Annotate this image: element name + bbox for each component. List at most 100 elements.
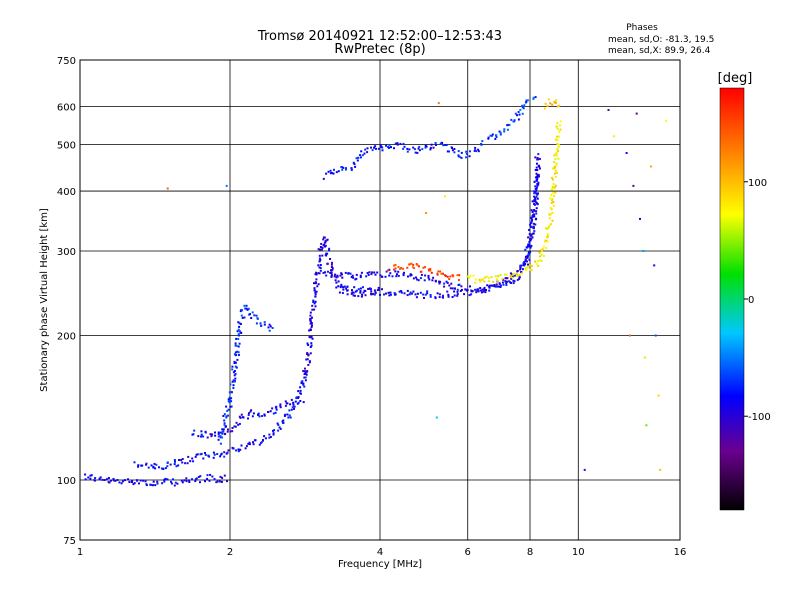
data-point	[482, 290, 485, 293]
data-point	[233, 362, 236, 364]
data-point	[326, 262, 329, 265]
data-point	[536, 203, 539, 206]
data-point	[357, 156, 360, 159]
data-point	[131, 479, 134, 482]
data-point	[451, 149, 454, 152]
data-point	[521, 104, 524, 107]
data-point	[329, 169, 332, 172]
data-point	[277, 423, 280, 426]
data-point	[556, 147, 559, 150]
data-point	[645, 424, 648, 427]
data-point	[519, 268, 522, 271]
data-point	[524, 260, 527, 263]
data-point	[479, 280, 482, 283]
data-point	[333, 275, 336, 278]
data-point	[302, 382, 305, 385]
data-point	[559, 120, 562, 123]
x-tick-labels: 1 2 4 6 8 10 16	[77, 547, 687, 558]
data-point	[133, 461, 136, 464]
data-point	[183, 479, 186, 482]
data-point	[528, 258, 531, 261]
data-point	[429, 295, 432, 298]
data-point	[312, 299, 315, 302]
data-point	[468, 276, 471, 279]
data-point	[518, 274, 521, 277]
data-point	[479, 289, 482, 292]
data-point	[410, 262, 413, 265]
data-point	[553, 187, 556, 190]
data-point	[359, 274, 362, 277]
data-point	[237, 328, 240, 331]
data-point	[555, 162, 558, 165]
data-point	[460, 156, 463, 159]
y-tick-label: 100	[57, 476, 76, 487]
data-point	[274, 411, 277, 414]
data-point	[530, 217, 533, 219]
data-point	[524, 258, 527, 261]
data-point	[219, 434, 222, 437]
data-point	[513, 272, 516, 275]
data-point	[543, 107, 546, 110]
data-point	[406, 147, 409, 150]
data-point	[173, 463, 176, 466]
data-point	[163, 479, 166, 481]
data-point	[120, 482, 123, 485]
data-point	[90, 474, 93, 477]
data-point	[366, 151, 369, 154]
data-point	[187, 455, 190, 458]
data-point	[423, 279, 426, 282]
data-point	[533, 230, 536, 233]
data-point	[487, 280, 490, 283]
data-point	[556, 122, 559, 124]
data-point	[352, 161, 355, 164]
data-point	[156, 480, 159, 483]
data-point	[360, 295, 363, 298]
data-point	[237, 345, 240, 348]
data-point	[387, 269, 390, 272]
data-point	[322, 271, 325, 274]
data-point	[181, 481, 184, 484]
data-point	[138, 482, 140, 485]
data-point	[429, 148, 432, 151]
data-point	[438, 280, 440, 283]
data-point	[393, 264, 396, 267]
data-point	[512, 120, 515, 123]
data-point	[328, 249, 331, 252]
data-point	[213, 453, 216, 456]
data-point	[247, 307, 250, 310]
data-point	[540, 250, 543, 253]
data-point	[546, 227, 549, 230]
data-point	[465, 150, 468, 153]
data-point	[546, 105, 549, 108]
data-point	[508, 123, 511, 126]
data-point	[521, 112, 524, 115]
data-point	[549, 197, 552, 200]
x-axis-label: Frequency [MHz]	[338, 559, 422, 570]
data-point	[341, 168, 344, 171]
data-point	[503, 128, 506, 131]
data-point	[535, 166, 538, 169]
data-point	[204, 431, 207, 434]
data-point	[318, 257, 321, 260]
data-point	[530, 234, 533, 237]
data-point	[309, 318, 312, 321]
data-point	[551, 211, 554, 214]
data-point	[279, 403, 282, 406]
data-point	[410, 292, 413, 295]
data-point	[323, 243, 326, 246]
data-point	[523, 261, 526, 264]
data-point	[237, 351, 240, 354]
data-point	[116, 479, 119, 481]
data-point	[330, 266, 333, 268]
data-point	[303, 376, 306, 379]
data-point	[335, 286, 338, 289]
data-point	[443, 285, 446, 288]
data-point	[389, 293, 392, 296]
data-point	[415, 263, 418, 266]
data-point	[530, 269, 533, 271]
data-point	[228, 396, 231, 399]
data-point	[552, 201, 555, 203]
data-point	[534, 197, 537, 200]
data-point	[237, 448, 240, 451]
data-point	[362, 286, 364, 289]
